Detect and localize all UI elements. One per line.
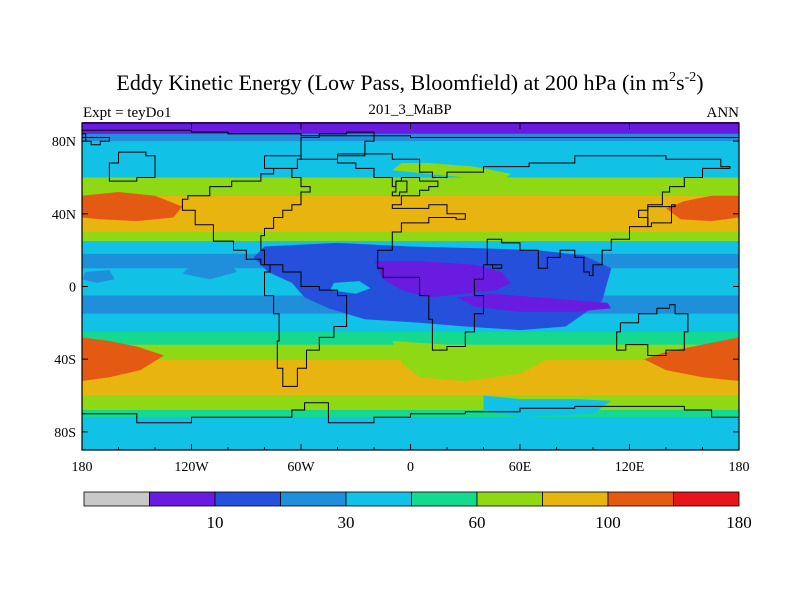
coastline-9 [647,204,676,228]
colorbar-box-7 [542,491,609,507]
contour-region-10 [374,261,511,298]
coastline-2 [337,153,731,351]
x-tick-label-3: 0 [407,460,414,475]
x-tick-label-0: 180 [72,460,93,475]
y-tick-label-1: 40N [52,208,76,223]
lat-band-11 [82,331,739,345]
colorbar-label-2: 60 [469,513,486,532]
contour-region-3 [644,337,739,381]
coastline-1 [82,133,110,146]
lat-band-4 [82,195,739,232]
lat-band-3 [82,177,739,196]
y-tick-label-4: 80S [54,426,76,441]
colorbar-box-2 [214,491,281,507]
colorbar-label-1: 30 [338,513,355,532]
colorbar-label-4: 180 [726,513,752,532]
subtitle-season: ANN [707,105,740,121]
contour-region-12 [330,281,371,294]
colorbar-box-1 [149,491,216,507]
subtitle-experiment: Expt = teyDo1 [83,105,171,121]
lat-band-5 [82,232,739,242]
y-tick-label-3: 40S [54,353,76,368]
subtitle-case: 201_3_MaBP [368,102,451,118]
colorbar-label-3: 100 [595,513,621,532]
contour-region-9 [82,270,115,283]
contour-region-1 [666,195,739,222]
colorbar-box-4 [345,491,412,507]
y-axis: 80N 40N 0 40S 80S [52,135,739,441]
contour-region-0 [82,192,183,222]
colorbar-box-0 [83,491,150,507]
coastline-5 [108,151,156,182]
coastline-6 [616,304,689,356]
coastline-0 [82,129,739,138]
lat-band-14 [82,395,739,411]
coastline-outlines [82,129,739,424]
x-tick-label-5: 120E [615,460,645,475]
contour-region-5 [392,341,548,381]
x-tick-label-2: 60W [287,460,315,475]
x-axis: 180 120W 60W 0 60E 120E 180 [72,123,750,475]
coastline-7 [82,402,739,424]
contour-region-2 [82,337,165,381]
colorbar-box-8 [607,491,674,507]
contour-region-11 [456,293,612,312]
colorbar-label-0: 10 [207,513,224,532]
x-tick-label-1: 120W [174,460,209,475]
eke-contour-field [82,123,739,450]
chart-title: Eddy Kinetic Energy (Low Pass, Bloomfiel… [116,70,703,95]
colorbar: 10 30 60 100 180 [83,491,752,532]
contour-region-8 [182,261,238,280]
x-tick-label-6: 180 [729,460,750,475]
y-tick-label-0: 80N [52,135,76,150]
x-tick-label-4: 60E [509,460,532,475]
coastline-4 [300,131,375,160]
y-tick-label-2: 0 [69,281,76,296]
colorbar-box-3 [280,491,347,507]
colorbar-box-9 [673,491,740,507]
colorbar-box-5 [411,491,478,507]
colorbar-box-6 [476,491,543,507]
coastline-8 [391,180,408,197]
coastline-3 [181,155,348,387]
